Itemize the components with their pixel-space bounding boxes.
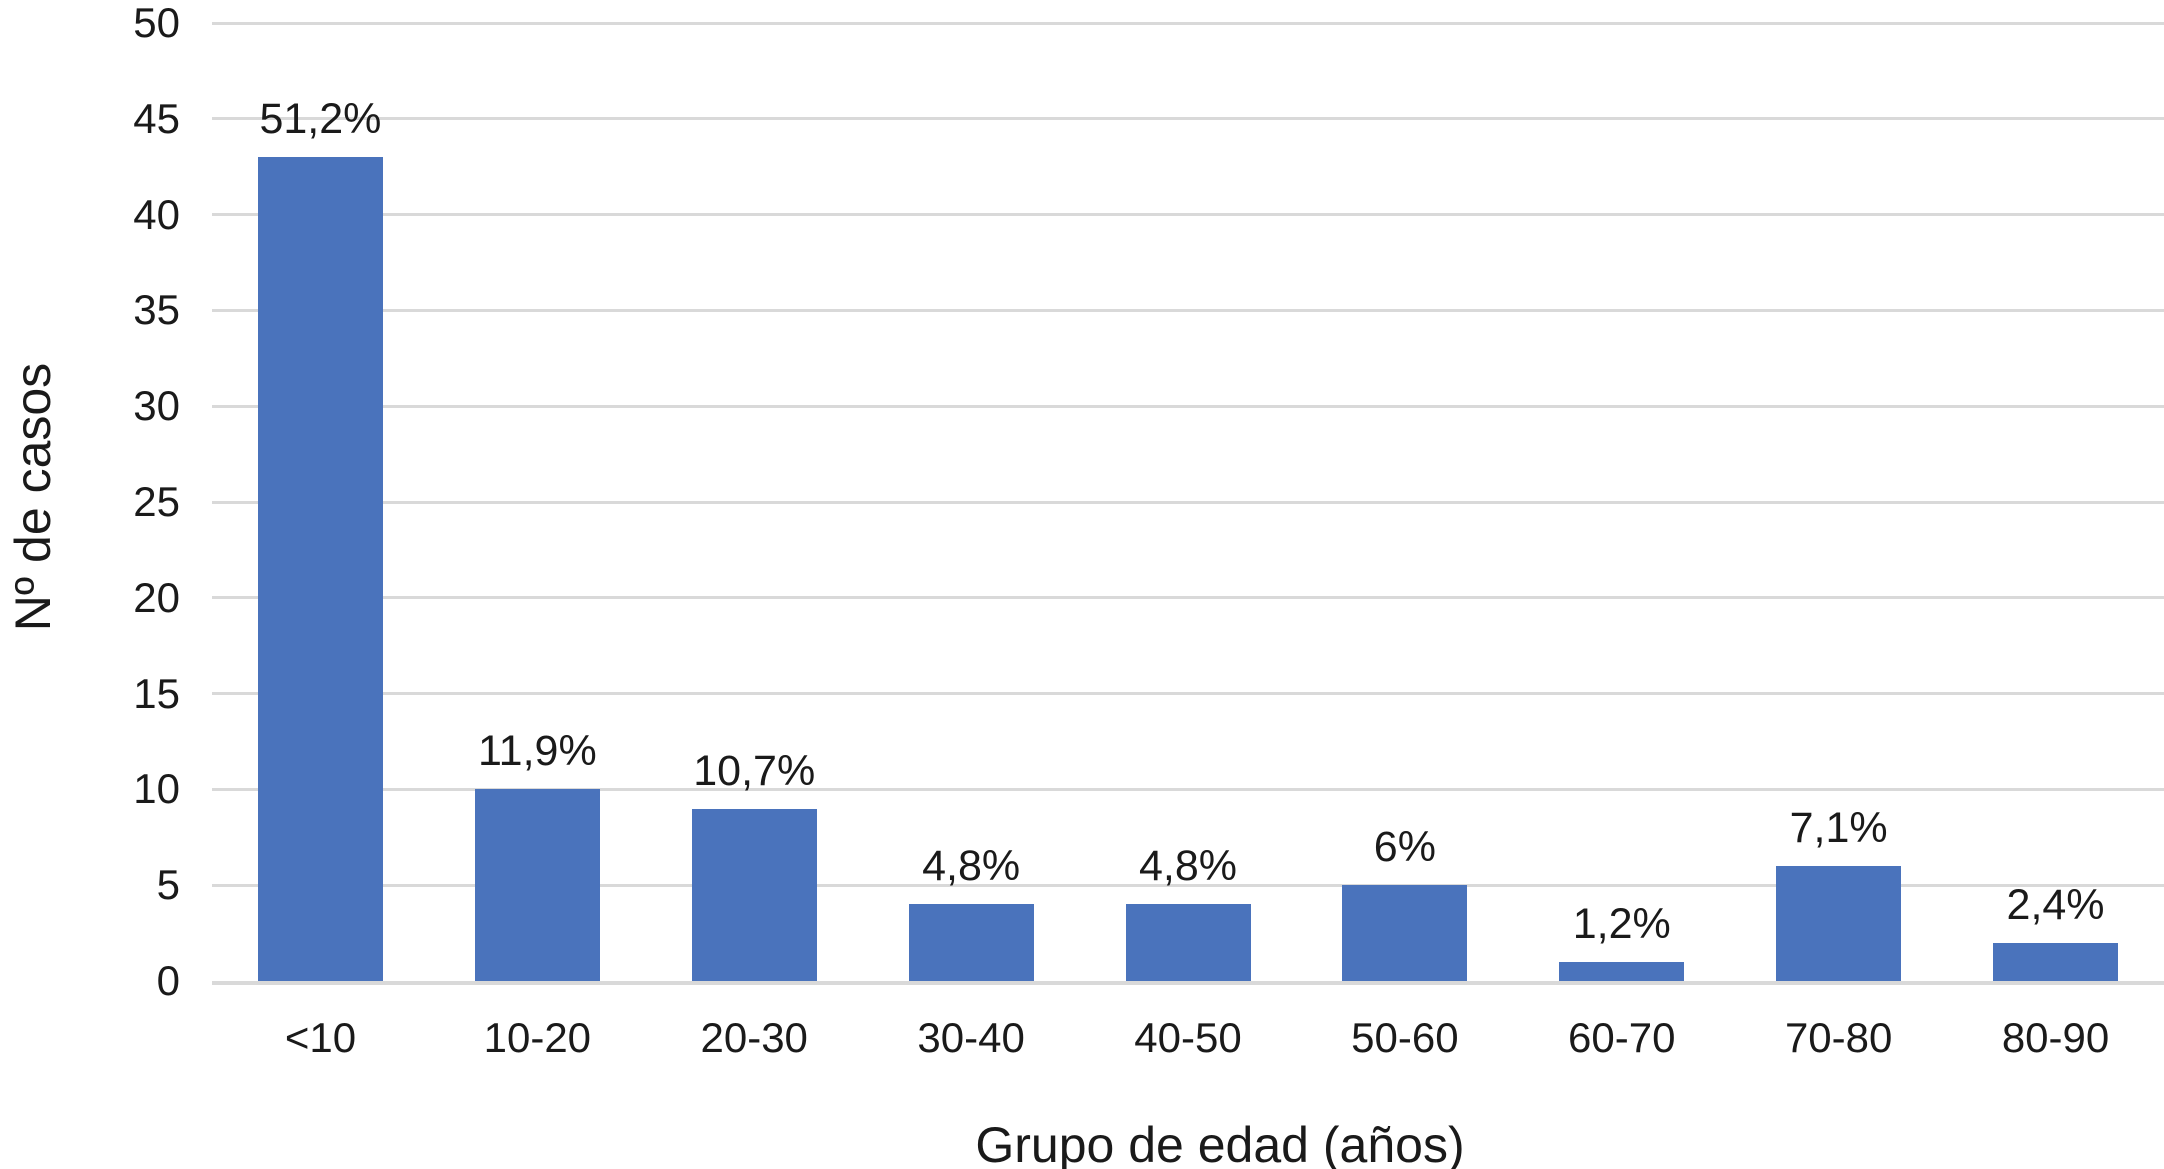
gridline <box>212 117 2164 121</box>
bar <box>257 157 383 981</box>
gridline <box>212 596 2164 600</box>
bar <box>474 789 600 981</box>
gridline <box>212 692 2164 696</box>
bar <box>1342 885 1468 981</box>
bar-value-label: 2,4% <box>2006 880 2105 929</box>
bar <box>1125 904 1251 981</box>
gridline <box>212 787 2164 791</box>
gridline <box>212 21 2164 25</box>
x-axis-title: Grupo de edad (años) <box>975 1117 1465 1169</box>
y-tick-label: 35 <box>133 286 180 334</box>
gridline <box>212 500 2164 504</box>
y-tick-label: 30 <box>133 382 180 430</box>
bar <box>908 904 1034 981</box>
y-tick-label: 15 <box>133 669 180 717</box>
x-tick-label: 10-20 <box>483 1014 592 1061</box>
bar-value-label: 10,7% <box>693 746 816 795</box>
gridline <box>212 404 2164 408</box>
bar-value-label: 6% <box>1373 823 1436 872</box>
bar <box>1776 866 1902 981</box>
x-tick-label: 50-60 <box>1351 1014 1459 1061</box>
bar-value-label: 1,2% <box>1572 899 1671 948</box>
bar <box>691 808 817 981</box>
bar-value-label: 7,1% <box>1789 804 1888 853</box>
bar <box>1993 942 2119 981</box>
gridline <box>212 213 2164 217</box>
x-tick-label: 20-30 <box>700 1014 808 1061</box>
gridline <box>212 883 2164 887</box>
bar-value-label: 4,8% <box>1138 842 1237 891</box>
y-tick-label: 25 <box>133 478 180 525</box>
y-tick-label: 20 <box>133 573 180 621</box>
bar <box>1559 961 1685 981</box>
gridline <box>212 308 2164 312</box>
y-tick-label: 5 <box>156 861 180 909</box>
bar-value-label: 4,8% <box>922 842 1021 891</box>
bar-value-label: 11,9% <box>477 727 597 776</box>
x-axis-baseline <box>212 981 2164 985</box>
y-tick-label: 10 <box>133 765 180 813</box>
y-tick-label: 50 <box>133 0 180 46</box>
x-tick-label: 40-50 <box>1134 1014 1242 1061</box>
x-tick-label: 60-70 <box>1568 1014 1676 1061</box>
y-tick-label: 0 <box>156 957 180 1004</box>
x-tick-label: 70-80 <box>1784 1014 1893 1061</box>
x-tick-label: 30-40 <box>917 1014 1025 1061</box>
y-tick-label: 45 <box>133 94 180 142</box>
x-tick-label: 80-90 <box>2001 1014 2110 1061</box>
bar-value-label: 51,2% <box>259 95 382 144</box>
y-tick-label: 40 <box>133 190 180 238</box>
x-tick-label: <10 <box>284 1014 357 1061</box>
